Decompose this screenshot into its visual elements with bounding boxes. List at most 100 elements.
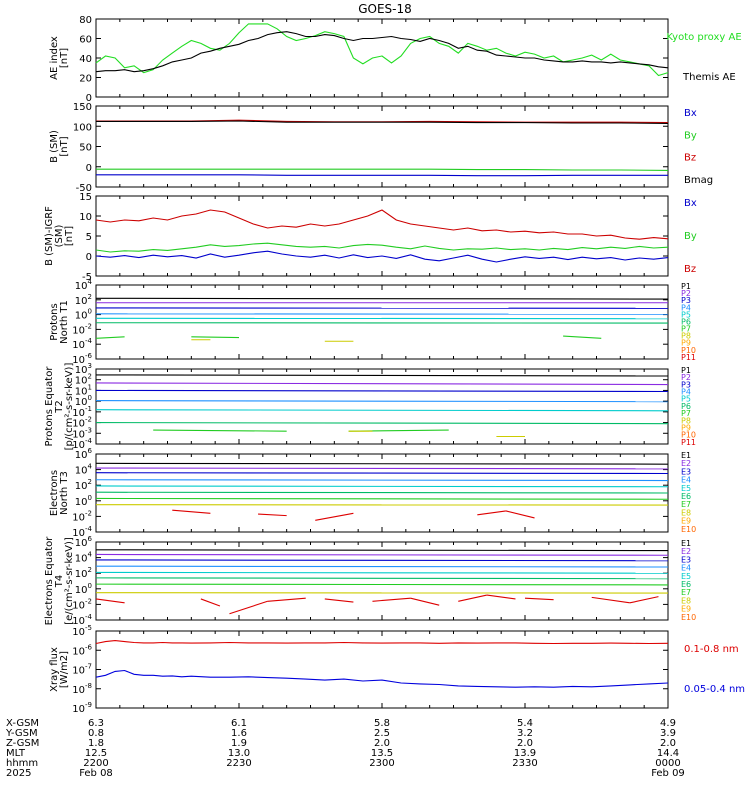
legend-entry: P1 [681, 366, 691, 375]
panel-frame [95, 368, 669, 445]
legend-entry: E10 [681, 613, 696, 622]
legend-entry: P1 [681, 282, 691, 291]
legend-entry: P6 [681, 402, 691, 411]
y-axis-label: North T1 [59, 300, 70, 344]
legend-entry: P11 [681, 353, 696, 362]
legend-entry: E2 [681, 459, 691, 468]
legend-entry: E3 [681, 467, 691, 476]
y-axis-label: [e/(cm²-s-sr-keV)] [64, 537, 75, 625]
series-0-05-0-4-nm [95, 669, 669, 688]
y-axis-label: [nT] [59, 48, 70, 68]
y-tick-label: 104 [75, 463, 93, 477]
legend-entry: P3 [681, 296, 691, 305]
x-tick-value: 4.9 [660, 718, 676, 729]
y-tick-label: 10 [79, 212, 92, 223]
channel-segment [477, 510, 507, 516]
y-axis-label: B (SM)-IGRF [44, 206, 55, 266]
y-axis-label: [p/(cm²-s-sr-keV)] [64, 363, 75, 451]
channel-segment [486, 594, 516, 600]
channel-segment [95, 553, 669, 556]
series-by [95, 242, 669, 253]
x-tick-value: 3.9 [660, 728, 676, 739]
x-tick-value: 2.0 [660, 738, 676, 749]
y-tick-label: 102 [75, 478, 92, 492]
y-axis-label: AE index [49, 36, 60, 80]
panel-frame [95, 284, 669, 360]
legend-entry: P5 [681, 395, 691, 404]
legend-entry: P9 [681, 423, 691, 432]
y-tick-label: 10-2 [72, 509, 92, 523]
x-tick-value: 2330 [512, 758, 537, 769]
channel-segment [200, 598, 221, 607]
y-tick-label: 50 [79, 143, 92, 154]
x-tick-value: 6.3 [88, 718, 104, 729]
y-tick-label: 100 [73, 122, 92, 133]
x-tick-value: 14.4 [657, 748, 679, 759]
y-axis-label: Protons Equator [44, 366, 55, 447]
y-tick-label: 20 [79, 74, 92, 85]
legend-entry: Themis AE [682, 72, 736, 83]
x-row-label: MLT [6, 748, 26, 759]
channel-segment [372, 597, 411, 602]
legend-entry: E1 [681, 451, 691, 460]
y-axis-label: Electrons [49, 470, 60, 516]
legend-entry: E4 [681, 476, 691, 485]
legend-entry: E8 [681, 508, 691, 517]
x-tick-value: 1.6 [231, 728, 247, 739]
y-tick-label: 60 [79, 35, 92, 46]
y-tick-label: 104 [75, 278, 93, 292]
legend-entry: 0.1-0.8 nm [684, 644, 739, 655]
legend-entry: E1 [681, 539, 691, 548]
channel-segment [563, 335, 602, 339]
y-axis-label: [nT] [59, 136, 70, 156]
legend-entry: E4 [681, 564, 691, 573]
legend-entry: E6 [681, 580, 691, 589]
channel-segment [95, 409, 669, 412]
y-tick-label: 0 [86, 163, 92, 174]
y-tick-label: 10-9 [72, 701, 92, 715]
x-tick-value: 12.5 [85, 748, 107, 759]
y-tick-label: 10-4 [72, 337, 92, 351]
x-row-label: Z-GSM [6, 738, 39, 749]
legend-entry: E7 [681, 588, 691, 597]
y-tick-label: 150 [73, 102, 92, 113]
x-tick-value: 1.9 [231, 738, 247, 749]
x-row-label: 2025 [6, 768, 31, 779]
panel-1: 0 20 40 60 80 AE index [nT] Kyoto proxy AE Themi… [49, 15, 742, 104]
channel-segment [95, 462, 669, 465]
channel-segment [95, 583, 669, 586]
channel-segment [267, 597, 306, 602]
legend-entry: P4 [681, 303, 691, 312]
channel-segment [229, 600, 268, 615]
y-tick-label: 0 [86, 252, 92, 263]
channel-segment [95, 577, 669, 580]
channel-segment [95, 382, 669, 386]
channel-segment [95, 571, 669, 574]
legend-entry: Bz [684, 153, 696, 164]
channel-segment [172, 509, 211, 514]
legend-entry: P11 [681, 438, 696, 447]
y-tick-label: 40 [79, 54, 92, 65]
y-axis-label: Electrons Equator [44, 536, 55, 626]
x-tick-value: Feb 09 [651, 768, 685, 779]
legend-entry: E8 [681, 596, 691, 605]
channel-segment [95, 497, 669, 500]
x-tick-value: 6.1 [231, 718, 247, 729]
channel-segment [95, 598, 125, 604]
channel-segment [95, 485, 669, 488]
legend-entry: P2 [681, 373, 691, 382]
x-tick-value: 13.5 [371, 748, 393, 759]
y-tick-label: 10-6 [72, 643, 92, 657]
legend-entry: E7 [681, 500, 691, 509]
channel-segment [410, 597, 440, 606]
legend-entry: P5 [681, 310, 691, 319]
panel-2: -50 0 50 100 150 B (SM) [nT] Bx By Bz Bmag [49, 102, 713, 194]
y-tick-label: -5 [82, 272, 92, 283]
channel-segment [591, 596, 630, 604]
legend-entry: E5 [681, 484, 691, 493]
channel-segment [324, 598, 354, 603]
channel-segment [191, 336, 240, 339]
legend-entry: P2 [681, 289, 691, 298]
